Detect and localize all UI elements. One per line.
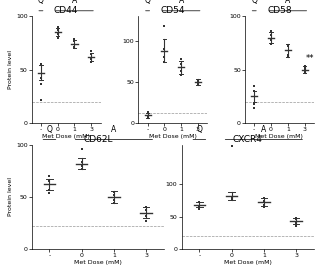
Text: A: A: [285, 0, 290, 5]
Text: Q: Q: [197, 125, 202, 134]
Text: Q: Q: [47, 125, 52, 134]
Text: **: **: [306, 54, 315, 63]
Text: Q: Q: [38, 0, 44, 5]
Y-axis label: Protein level: Protein level: [8, 50, 13, 89]
Text: A: A: [111, 125, 117, 134]
X-axis label: Met Dose (mM): Met Dose (mM): [149, 134, 197, 139]
X-axis label: Met Dose (mM): Met Dose (mM): [224, 260, 272, 265]
Title: CD44: CD44: [54, 6, 78, 15]
Text: A: A: [178, 0, 184, 5]
X-axis label: Met Dose (mM): Met Dose (mM): [42, 134, 90, 139]
Title: CD58: CD58: [267, 6, 292, 15]
X-axis label: Met Dose (mM): Met Dose (mM): [256, 134, 303, 139]
Title: CD62L: CD62L: [83, 135, 113, 144]
Text: Q: Q: [251, 0, 257, 5]
Text: A: A: [72, 0, 77, 5]
Title: CD54: CD54: [160, 6, 185, 15]
X-axis label: Met Dose (mM): Met Dose (mM): [74, 260, 122, 265]
Text: Q: Q: [145, 0, 151, 5]
Title: CXCR4: CXCR4: [233, 135, 263, 144]
Text: A: A: [261, 125, 267, 134]
Y-axis label: Protein level: Protein level: [8, 177, 13, 217]
